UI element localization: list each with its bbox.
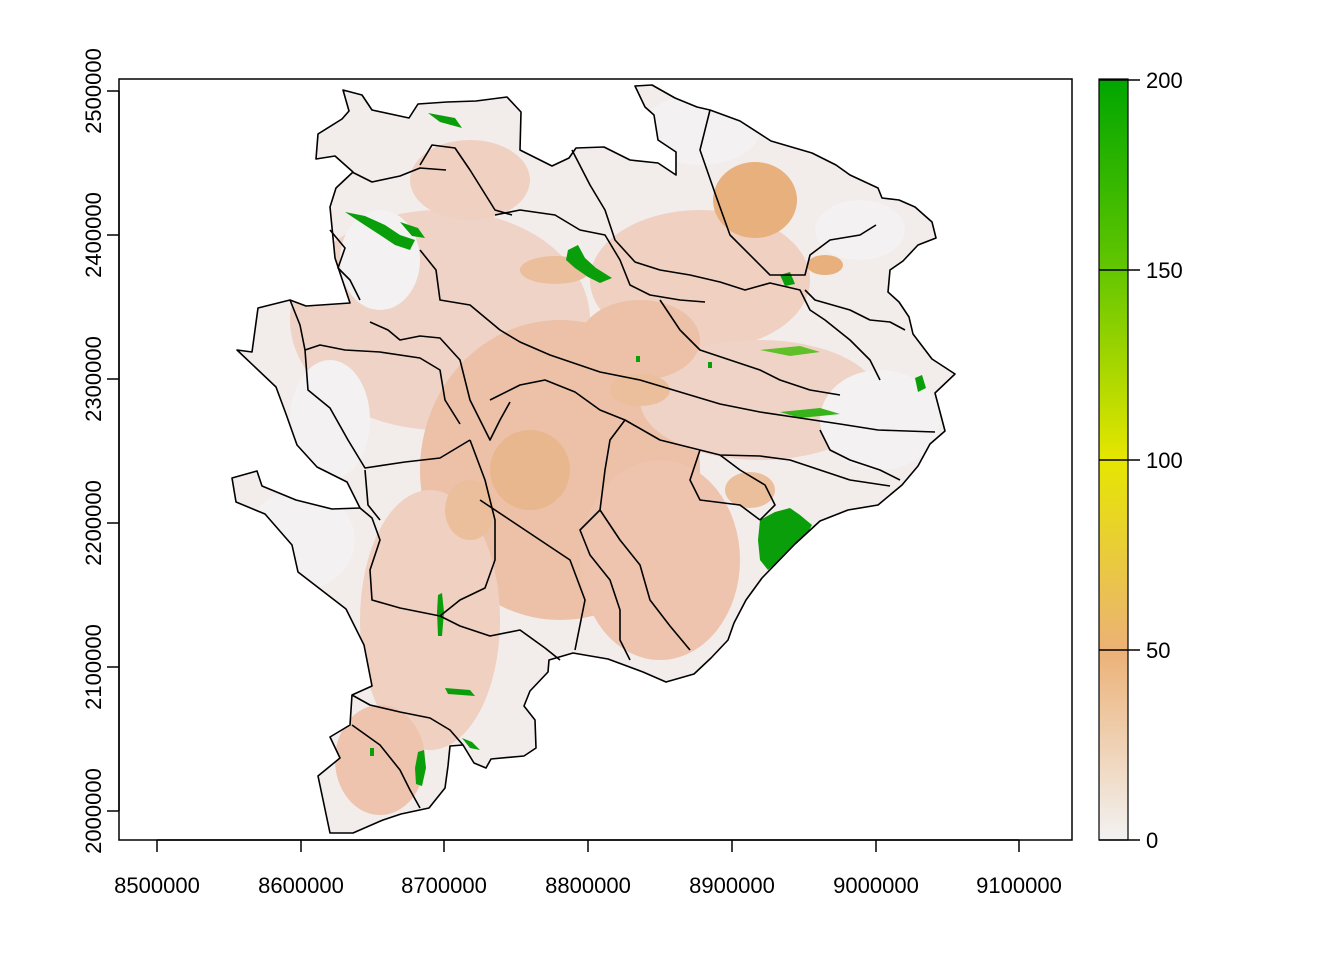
internal-boundary	[479, 499, 586, 651]
raster-patch-low	[820, 370, 940, 470]
x-tick-label: 8600000	[258, 873, 344, 898]
forest-patch	[462, 738, 480, 750]
internal-boundary	[804, 289, 906, 331]
y-tick-label: 2000000	[81, 768, 106, 854]
y-tick-label: 2200000	[81, 480, 106, 566]
legend-tick-label: 50	[1146, 638, 1170, 663]
raster-patch-mid	[580, 460, 740, 660]
raster-patch-mid	[580, 300, 700, 380]
raster-patch-mid	[335, 705, 425, 815]
raster-patch-high	[610, 374, 670, 406]
x-tick-label: 8800000	[545, 873, 631, 898]
internal-boundary	[699, 109, 877, 276]
raster-patch-mid	[410, 140, 530, 220]
internal-boundary	[571, 149, 881, 381]
forest-patch	[445, 688, 475, 696]
color-legend: 0 50 100 150 200	[1098, 68, 1183, 853]
forest-patch	[758, 508, 812, 570]
forest-patch	[400, 222, 425, 238]
internal-boundary	[329, 229, 361, 301]
y-tick-label: 2400000	[81, 192, 106, 278]
x-tick-label: 8700000	[401, 873, 487, 898]
raster-layer	[232, 85, 955, 833]
internal-boundary	[819, 429, 901, 481]
internal-boundary	[579, 509, 631, 661]
internal-boundary	[719, 454, 776, 521]
internal-boundary	[489, 379, 691, 651]
internal-boundary	[419, 144, 513, 216]
internal-boundary	[494, 209, 706, 303]
y-tick-label: 2100000	[81, 624, 106, 710]
internal-boundary	[359, 507, 561, 661]
y-tick-label: 2500000	[81, 48, 106, 134]
raster-patch-high	[807, 255, 843, 275]
internal-boundary	[659, 299, 841, 396]
forest-patch	[636, 356, 640, 362]
y-tick-label: 2300000	[81, 336, 106, 422]
x-tick-label: 9100000	[976, 873, 1062, 898]
internal-boundary	[364, 469, 381, 521]
raster-patch-high	[725, 472, 775, 508]
raster-patch-high	[490, 430, 570, 510]
forest-patch	[760, 346, 820, 356]
internal-boundary	[419, 249, 936, 433]
internal-boundary	[624, 419, 891, 487]
forest-patch	[437, 593, 444, 636]
internal-boundary	[351, 694, 464, 746]
forest-patch	[428, 113, 462, 128]
y-axis: 2000000 2100000 2200000 2300000 2400000 …	[81, 48, 120, 854]
internal-boundary	[351, 724, 421, 809]
internal-boundary	[369, 321, 511, 441]
internal-boundary	[304, 344, 461, 425]
raster-patch-high	[445, 480, 495, 540]
x-tick-label: 8900000	[689, 873, 775, 898]
forest-patch	[415, 750, 426, 786]
raster-patch-high	[713, 162, 797, 238]
x-axis: 8500000 8600000 8700000 8800000 8900000 …	[114, 839, 1062, 898]
forest-patch	[708, 362, 712, 368]
internal-boundary	[439, 439, 496, 617]
x-tick-label: 9000000	[833, 873, 919, 898]
legend-tick-label: 100	[1146, 448, 1183, 473]
raster-patch-mid	[360, 490, 500, 750]
internal-boundary	[289, 299, 471, 469]
raster-patch-low	[815, 200, 905, 260]
forest-patch	[780, 408, 840, 418]
forest-patch	[345, 212, 415, 250]
raster-patch-low	[290, 360, 370, 480]
outer-boundary	[231, 84, 956, 834]
forest-patch	[370, 748, 374, 756]
forest-patch	[915, 375, 926, 392]
boundary-layer	[231, 84, 956, 834]
legend-tick-label: 150	[1146, 258, 1183, 283]
internal-boundary	[351, 167, 447, 183]
legend-tick-label: 200	[1146, 68, 1183, 93]
internal-boundary	[689, 449, 761, 521]
x-tick-label: 8500000	[114, 873, 200, 898]
forest-patch	[566, 245, 612, 283]
legend-tick-label: 0	[1146, 828, 1158, 853]
